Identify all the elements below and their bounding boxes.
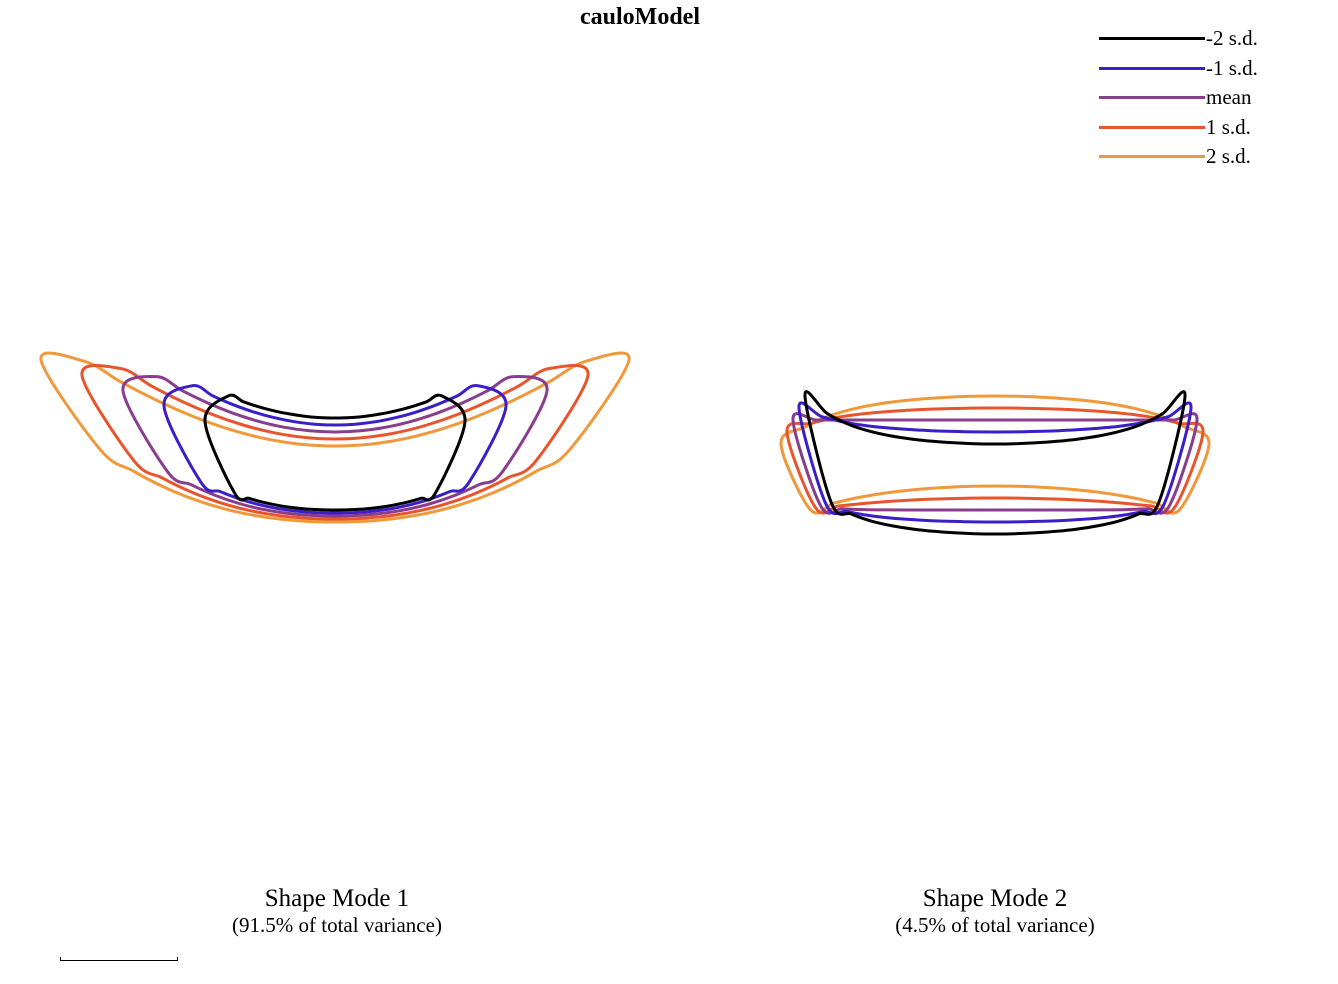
panel-shape-mode-1 (39, 351, 631, 524)
panel-2-caption: Shape Mode 2 (4.5% of total variance) (795, 885, 1195, 937)
legend-item-minus1sd: -1 s.d. (1096, 54, 1316, 84)
legend-label-minus2sd: -2 s.d. (1206, 26, 1258, 50)
panel-2-subtitle: (4.5% of total variance) (895, 913, 1095, 937)
legend-item-plus1sd: 1 s.d. (1096, 113, 1316, 143)
legend-item-minus2sd: -2 s.d. (1096, 24, 1316, 54)
legend-swatch-minus2sd (1099, 37, 1205, 40)
chart-title: cauloModel (580, 4, 700, 30)
mode1-outline-plus1sd (80, 363, 590, 521)
mode2-outline-plus1sd (785, 406, 1205, 515)
mode2-outline-mean (791, 412, 1199, 515)
panel-1-caption: Shape Mode 1 (91.5% of total variance) (137, 885, 537, 937)
mode1-outline-minus1sd (162, 384, 508, 515)
mode2-outline-minus2sd (803, 390, 1187, 536)
legend-label-minus1sd: -1 s.d. (1206, 55, 1258, 80)
legend-label-plus2sd: 2 s.d. (1206, 144, 1251, 169)
legend-swatch-plus1sd (1099, 125, 1205, 129)
legend-label-plus1sd: 1 s.d. (1206, 114, 1251, 139)
mode1-outline-plus2sd (39, 351, 631, 524)
panel-1-title: Shape Mode 1 (264, 885, 410, 912)
legend: -2 s.d. -1 s.d. mean 1 s.d. 2 s.d. (1096, 24, 1316, 172)
scale-bar (60, 957, 178, 961)
panel-2-title: Shape Mode 2 (922, 885, 1068, 912)
legend-label-mean: mean (1206, 85, 1252, 110)
panel-shape-mode-2 (779, 390, 1211, 536)
legend-swatch-plus2sd (1099, 155, 1205, 159)
mode1-outline-minus2sd (203, 393, 467, 512)
mode1-outline-mean (121, 375, 549, 518)
legend-swatch-mean (1099, 96, 1205, 100)
mode2-outline-plus2sd (779, 394, 1211, 515)
mode2-outline-minus1sd (797, 401, 1193, 524)
legend-item-plus2sd: 2 s.d. (1096, 142, 1316, 172)
panel-1-subtitle: (91.5% of total variance) (232, 913, 442, 937)
legend-swatch-minus1sd (1099, 66, 1205, 70)
legend-item-mean: mean (1096, 83, 1316, 113)
